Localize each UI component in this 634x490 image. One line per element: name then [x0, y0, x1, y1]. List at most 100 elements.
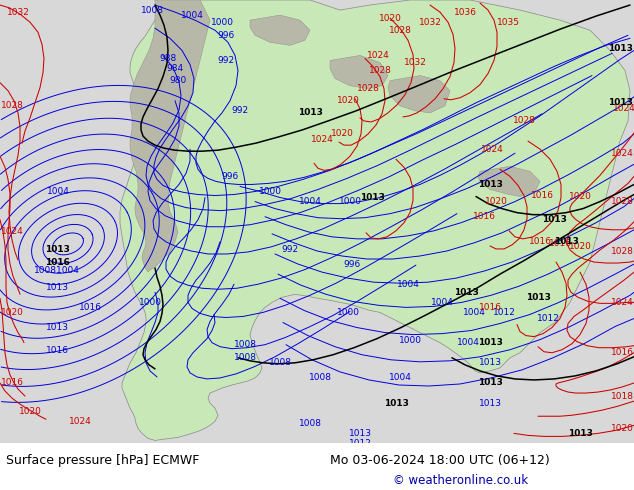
Text: 1000: 1000 — [259, 187, 281, 196]
Text: 1024: 1024 — [611, 148, 633, 158]
Polygon shape — [120, 0, 630, 441]
Text: 1012: 1012 — [536, 314, 559, 323]
Text: 1028: 1028 — [512, 117, 536, 125]
Text: 1020: 1020 — [569, 192, 592, 201]
Text: 1008: 1008 — [269, 358, 292, 368]
Text: 1036: 1036 — [453, 7, 477, 17]
Text: 1013: 1013 — [453, 288, 479, 297]
Text: 1032: 1032 — [6, 7, 29, 17]
Text: 1028: 1028 — [356, 84, 379, 93]
Text: 1013: 1013 — [541, 215, 566, 224]
Polygon shape — [130, 0, 210, 272]
Text: 1016: 1016 — [611, 348, 633, 357]
Text: 1013: 1013 — [553, 237, 578, 246]
Text: 10081004: 10081004 — [34, 266, 80, 274]
Text: 1032: 1032 — [404, 58, 427, 67]
Text: 1024: 1024 — [68, 417, 91, 426]
Text: 1024: 1024 — [611, 298, 633, 307]
Text: 1020: 1020 — [18, 407, 41, 416]
Text: 1028: 1028 — [611, 247, 633, 256]
Text: 1013: 1013 — [607, 44, 633, 53]
Text: 1018: 1018 — [611, 392, 633, 401]
Text: 1013: 1013 — [526, 293, 550, 302]
Text: 1020: 1020 — [337, 96, 359, 105]
Text: 1013: 1013 — [384, 399, 408, 408]
Text: 1024: 1024 — [311, 135, 333, 144]
Text: 1016: 1016 — [44, 258, 70, 267]
Text: 1020: 1020 — [378, 14, 401, 23]
Polygon shape — [330, 55, 388, 89]
Text: 996: 996 — [344, 260, 361, 269]
Text: 988: 988 — [159, 54, 177, 63]
Text: 1013: 1013 — [46, 283, 68, 292]
Text: 1020: 1020 — [330, 128, 353, 138]
Text: 1024: 1024 — [612, 104, 634, 113]
Text: 1016: 1016 — [1, 378, 23, 388]
Text: 1020: 1020 — [1, 308, 23, 317]
Bar — [0, 443, 634, 490]
Text: 1016: 1016 — [46, 346, 68, 355]
Polygon shape — [478, 166, 540, 196]
Text: 1013: 1013 — [479, 358, 501, 368]
Text: 1008: 1008 — [141, 5, 164, 15]
Text: 1004: 1004 — [46, 187, 70, 196]
Text: 1016: 1016 — [531, 191, 553, 200]
Text: 996: 996 — [217, 31, 235, 40]
Text: Mo 03-06-2024 18:00 UTC (06+12): Mo 03-06-2024 18:00 UTC (06+12) — [330, 454, 550, 467]
Text: 1000: 1000 — [399, 336, 422, 345]
Text: 1008: 1008 — [233, 340, 257, 349]
Text: 1008: 1008 — [309, 373, 332, 382]
Text: 1013: 1013 — [349, 429, 372, 438]
Text: 1024: 1024 — [481, 145, 503, 154]
Text: 1013: 1013 — [477, 378, 502, 388]
Text: 1016: 1016 — [529, 237, 552, 246]
Text: 1013: 1013 — [44, 245, 70, 254]
Text: 1008: 1008 — [233, 353, 257, 362]
Text: 1016: 1016 — [79, 303, 101, 312]
Text: 992: 992 — [281, 245, 299, 254]
Text: 980: 980 — [169, 76, 186, 85]
Text: 1013: 1013 — [297, 108, 323, 118]
Text: 1020: 1020 — [611, 424, 633, 433]
Text: © weatheronline.co.uk: © weatheronline.co.uk — [393, 474, 528, 487]
Text: 1020: 1020 — [569, 243, 592, 251]
Text: 1024: 1024 — [1, 227, 23, 236]
Text: 1016: 1016 — [548, 240, 571, 248]
Text: 1000: 1000 — [210, 18, 233, 26]
Text: 1013: 1013 — [477, 180, 502, 189]
Text: 1035: 1035 — [496, 18, 519, 26]
Text: 1004: 1004 — [456, 338, 479, 347]
Text: 1013: 1013 — [607, 98, 633, 107]
Text: 1013: 1013 — [567, 429, 592, 438]
Text: 984: 984 — [167, 64, 184, 73]
Text: 1013: 1013 — [359, 193, 384, 202]
Polygon shape — [388, 75, 450, 113]
Text: 1012: 1012 — [493, 308, 515, 317]
Text: 1004: 1004 — [389, 373, 411, 382]
Text: 992: 992 — [217, 56, 235, 65]
Text: 1000: 1000 — [337, 308, 359, 317]
Text: 1028: 1028 — [368, 66, 391, 75]
Text: 1028: 1028 — [1, 101, 23, 110]
Text: 1024: 1024 — [366, 51, 389, 60]
Text: 1016: 1016 — [479, 303, 501, 312]
Text: 1016: 1016 — [472, 212, 496, 221]
Polygon shape — [250, 15, 310, 46]
Text: 1004: 1004 — [430, 298, 453, 307]
Text: 1004: 1004 — [299, 197, 321, 206]
Text: 1028: 1028 — [611, 197, 633, 206]
Text: 992: 992 — [231, 106, 249, 115]
Text: 1000: 1000 — [339, 197, 361, 206]
Text: 1000: 1000 — [138, 298, 162, 307]
Text: 1013: 1013 — [479, 399, 501, 408]
Text: 1020: 1020 — [484, 197, 507, 206]
Text: Surface pressure [hPa] ECMWF: Surface pressure [hPa] ECMWF — [6, 454, 200, 467]
Text: 1008: 1008 — [299, 419, 321, 428]
Text: 1013: 1013 — [477, 338, 502, 347]
Text: 1028: 1028 — [389, 26, 411, 35]
Text: 1004: 1004 — [396, 280, 420, 289]
Text: 1004: 1004 — [181, 11, 204, 20]
Text: 1004: 1004 — [463, 308, 486, 317]
Text: 996: 996 — [221, 172, 238, 181]
Text: 1012: 1012 — [349, 439, 372, 448]
